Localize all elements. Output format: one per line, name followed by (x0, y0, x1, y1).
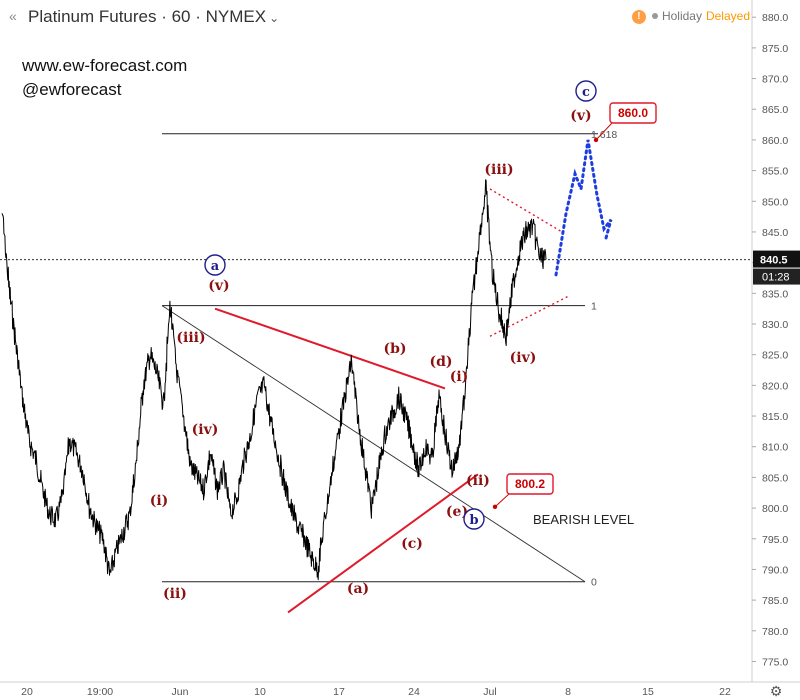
market-status: ! Holiday Delayed (631, 9, 750, 24)
trendlines (161, 188, 586, 614)
wave-label-blue: b (469, 513, 478, 528)
price-tick-label: 775.0 (762, 656, 788, 668)
price-line (1, 179, 547, 581)
delayed-badge: Delayed (705, 9, 750, 23)
status-dot-icon (651, 13, 658, 20)
wave-circle-blue (575, 80, 597, 102)
price-tick-label: 830.0 (762, 319, 788, 331)
fib-level-label: 0 (591, 577, 597, 589)
time-tick-label: 8 (565, 686, 571, 698)
fib-level-label: 1 (591, 301, 597, 313)
wave-label-red: (iv) (192, 422, 219, 438)
price-callouts: 860.0 800.2 (492, 102, 657, 510)
time-tick-label: Jul (483, 686, 496, 698)
wave-label-red: (a) (347, 581, 369, 597)
price-tick-label: 815.0 (762, 411, 788, 423)
price-tick-label: 805.0 (762, 472, 788, 484)
symbol-title-text: Platinum Futures · 60 · NYMEX (28, 7, 267, 26)
price-tick-label: 835.0 (762, 288, 788, 300)
wave-label-red: (ii) (163, 586, 187, 602)
time-tick-label: 10 (254, 686, 266, 698)
price-tick-label: 850.0 (762, 196, 788, 208)
price-tick-label: 780.0 (762, 626, 788, 638)
projection-line (554, 139, 613, 277)
wave-label-red: (e) (446, 504, 468, 520)
gear-icon[interactable]: ⚙ (770, 684, 783, 700)
price-tick-label: 880.0 (762, 12, 788, 24)
callout-value: 860.0 (618, 106, 648, 120)
current-price-tag (753, 250, 800, 268)
wave-label-red: (c) (401, 536, 423, 552)
current-price-value: 840.5 (760, 255, 788, 267)
wave-circle-blue (463, 508, 485, 530)
callout-point (492, 504, 498, 510)
callout-value: 800.2 (515, 477, 545, 491)
time-tick-label: 19:00 (87, 686, 113, 698)
price-tick-label: 855.0 (762, 166, 788, 178)
collapse-icon[interactable]: « (9, 8, 17, 24)
price-tick-label: 865.0 (762, 104, 788, 116)
triangle-upper-trendline (214, 307, 446, 390)
symbol-title[interactable]: Platinum Futures · 60 · NYMEX ⌄ (28, 7, 279, 27)
wave-circle-blue (204, 254, 226, 276)
callout-box (506, 473, 554, 495)
price-tick-label: 870.0 (762, 74, 788, 86)
price-tick-label: 820.0 (762, 380, 788, 392)
wave-label-red: (iv) (510, 350, 537, 366)
wave-label-blue: a (211, 259, 220, 274)
price-tick-label: 825.0 (762, 350, 788, 362)
time-tick-label: 15 (642, 686, 654, 698)
price-tick-label: 810.0 (762, 442, 788, 454)
time-tick-label: Jun (172, 686, 189, 698)
wave-label-red: (iii) (484, 162, 513, 178)
brand-website[interactable]: www.ew-forecast.com (22, 56, 188, 75)
callout-leader (494, 493, 510, 508)
wave-label-blue: c (582, 85, 590, 100)
price-tick-label: 875.0 (762, 43, 788, 55)
info-icon[interactable]: ! (631, 9, 646, 24)
triangle-diagonal (161, 305, 586, 583)
wave-label-red: (v) (208, 278, 229, 294)
callout-box (609, 102, 657, 124)
time-tick-label: 22 (719, 686, 731, 698)
price-series (1, 179, 547, 581)
price-tick-label: 790.0 (762, 564, 788, 576)
wave-label-red: (v) (570, 108, 591, 124)
wave-label-red: (d) (429, 354, 452, 370)
wave-label-red: (iii) (176, 330, 205, 346)
bearish-level-note: BEARISH LEVEL (533, 512, 634, 527)
price-tick-label: 860.0 (762, 135, 788, 147)
brand-handle[interactable]: @ewforecast (22, 80, 122, 99)
wave-label-red: (i) (450, 369, 469, 385)
market-status-text: Holiday (661, 9, 702, 23)
price-tick-label: 795.0 (762, 534, 788, 546)
channel-upper-line (489, 188, 563, 233)
callout-leader (595, 122, 613, 141)
time-tick-label: 20 (21, 686, 33, 698)
chevron-down-icon[interactable]: ⌄ (269, 11, 280, 25)
callout-point (593, 137, 599, 143)
projection-path (554, 139, 613, 277)
wave-label-red: (ii) (466, 473, 490, 489)
triangle-lower-trendline (287, 473, 479, 614)
wave-label-red: (i) (150, 493, 169, 509)
countdown-value: 01:28 (762, 272, 790, 284)
price-tick-label: 800.0 (762, 503, 788, 515)
time-axis[interactable]: 20 19:00 Jun 10 17 24 Jul 8 15 22 ⚙ (0, 681, 800, 700)
price-tick-label: 845.0 (762, 227, 788, 239)
time-tick-label: 24 (408, 686, 420, 698)
wave-labels: (i) (ii) (iii) (iv) (v) (a) (b) (c) (d) (e) (i) (ii… (150, 80, 634, 602)
price-axis[interactable]: 775.0 780.0 785.0 790.0 795.0 800.0 805.0 810.0… (751, 0, 800, 682)
countdown-tag (753, 268, 800, 285)
wave-label-red: (b) (383, 341, 406, 357)
price-tick-label: 785.0 (762, 595, 788, 607)
time-tick-label: 17 (333, 686, 345, 698)
chart-header: « Platinum Futures · 60 · NYMEX ⌄ ! Holida… (0, 0, 800, 34)
